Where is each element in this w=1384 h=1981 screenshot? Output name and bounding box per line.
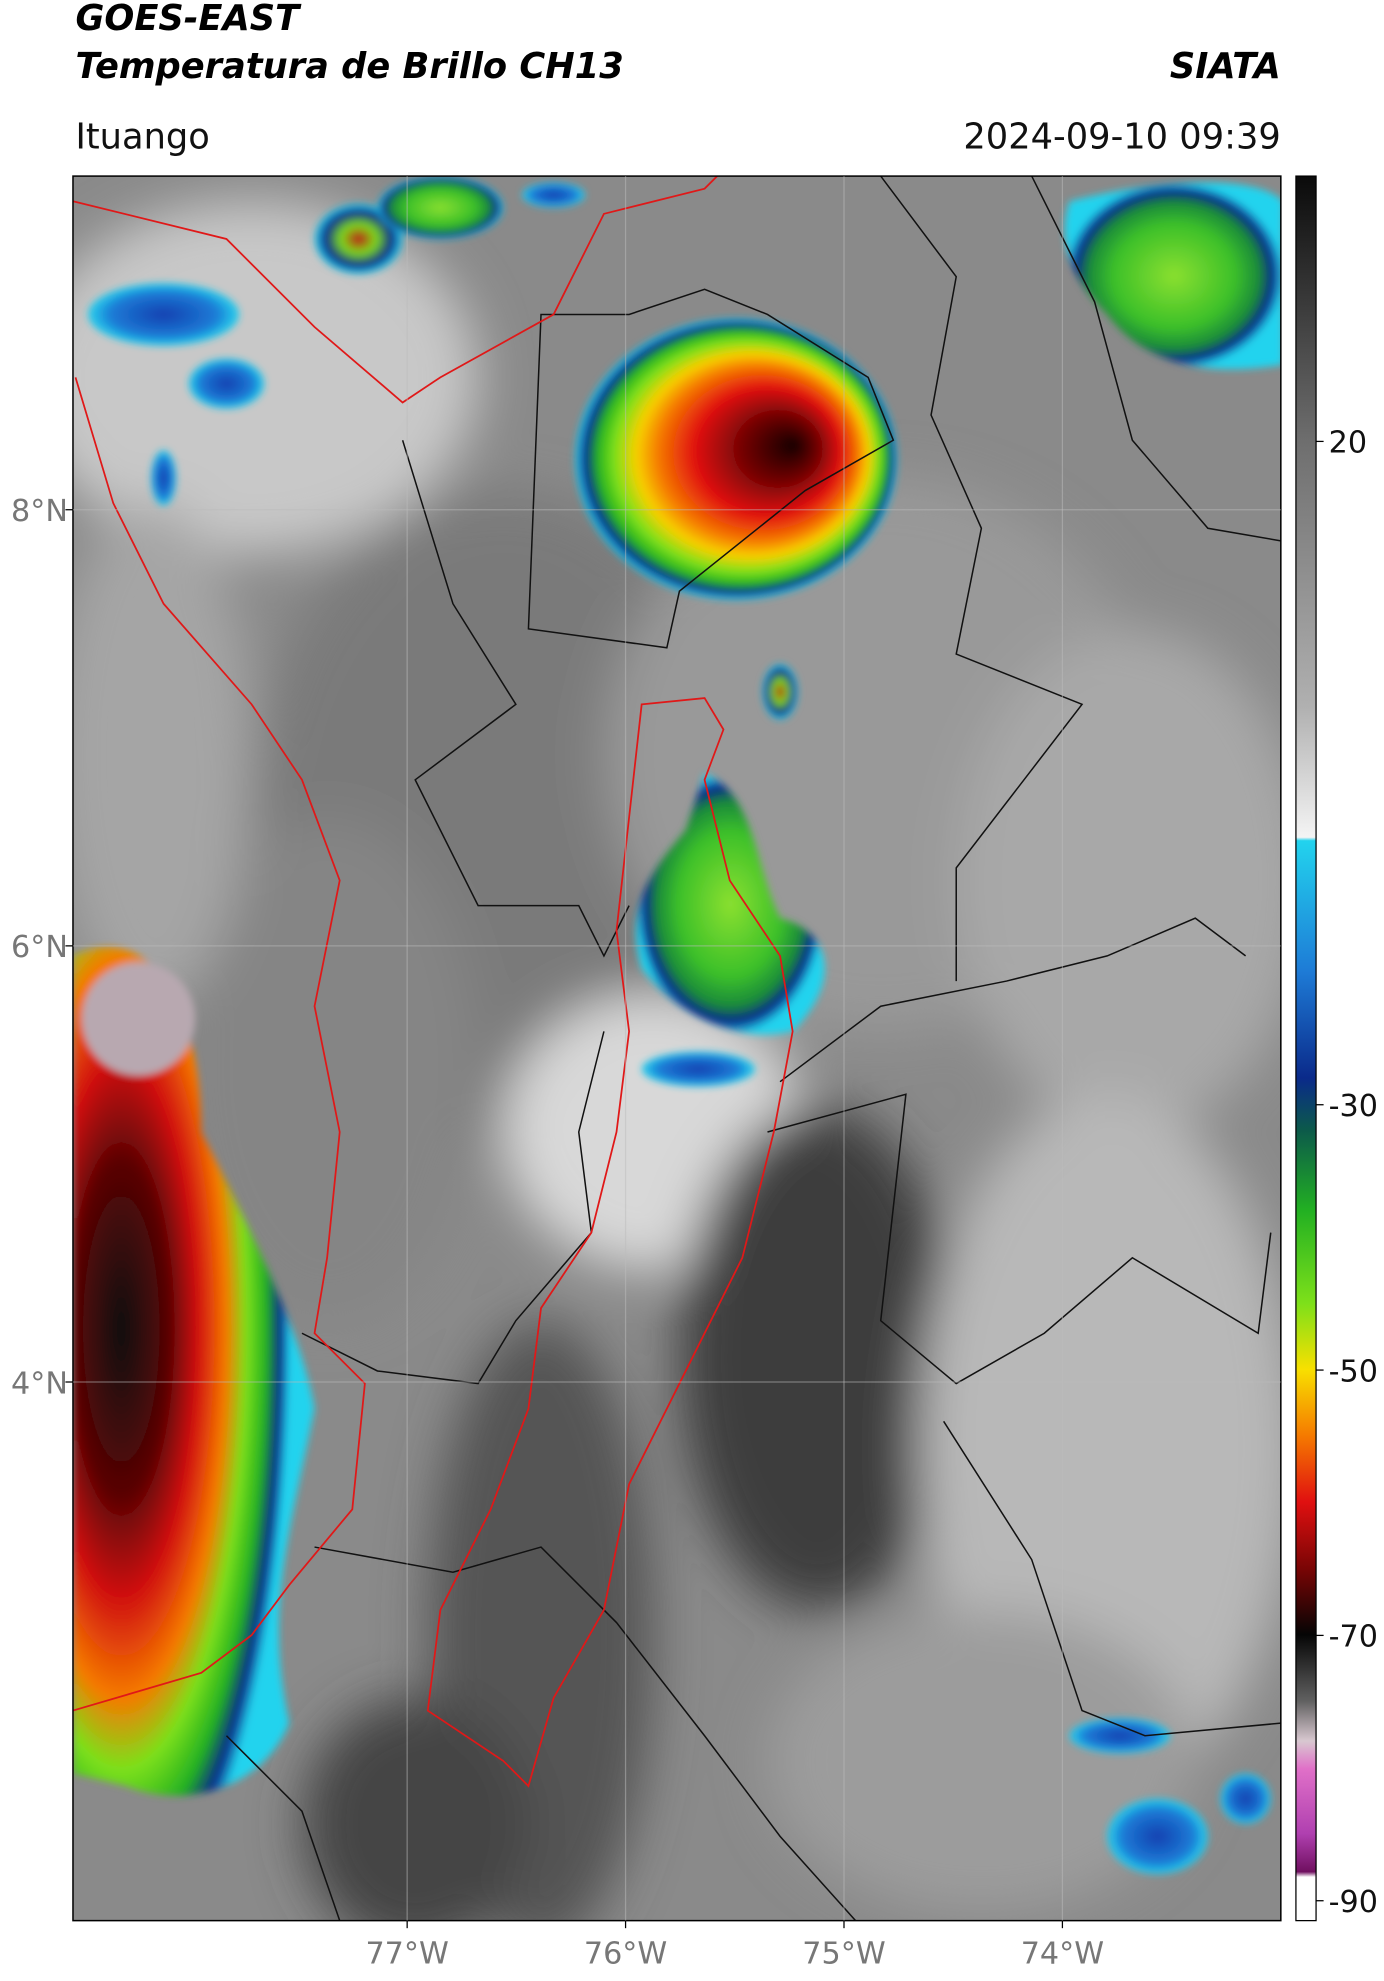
colorbar-tick-label: -50 bbox=[1329, 1354, 1378, 1389]
region: Ituango bbox=[75, 116, 209, 157]
colorbar-tick-label: -70 bbox=[1329, 1620, 1378, 1655]
colorbar-tick-label: -90 bbox=[1329, 1885, 1378, 1920]
y-tick-label: 4°N bbox=[11, 1366, 68, 1401]
colorbar bbox=[1295, 175, 1317, 1922]
x-tick-label: 75°W bbox=[802, 1936, 885, 1971]
timestamp: 2024-09-10 09:39 bbox=[963, 116, 1280, 157]
product-title: Temperatura de Brillo CH13 bbox=[75, 46, 623, 87]
satellite-image bbox=[72, 176, 1281, 1921]
colorbar-tick-label: -30 bbox=[1329, 1089, 1378, 1124]
y-tick-label: 6°N bbox=[11, 930, 68, 965]
x-tick-label: 76°W bbox=[584, 1936, 667, 1971]
colorbar-tick-label: 20 bbox=[1329, 426, 1367, 461]
agency: SIATA bbox=[1170, 46, 1281, 87]
map-frame bbox=[72, 175, 1282, 1922]
satellite-title: GOES-EAST bbox=[75, 0, 302, 39]
x-tick-label: 77°W bbox=[365, 1936, 448, 1971]
x-tick-label: 74°W bbox=[1021, 1936, 1104, 1971]
y-tick-label: 8°N bbox=[11, 494, 68, 529]
